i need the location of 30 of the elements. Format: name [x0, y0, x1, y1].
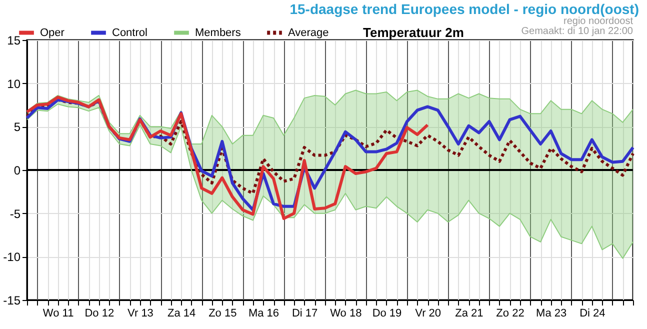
- chart-title: 15-daagse trend Europees model - regio noord(oost): [290, 1, 639, 17]
- y-tick-label: -15: [3, 294, 21, 308]
- x-tick-label: Zo 15: [208, 308, 237, 320]
- text: Gemaakt: di 10 jan 22:00: [521, 26, 633, 37]
- x-tick-label: Ma 16: [248, 308, 280, 320]
- y-tick-label: 5: [14, 120, 21, 134]
- chart-subtitle: Temperatuur 2m: [363, 25, 464, 40]
- x-tick-label: Wo 18: [330, 308, 362, 320]
- y-tick-label: -5: [10, 206, 21, 221]
- x-tick-label: Di 17: [292, 308, 318, 320]
- x-tick-label: Vr 20: [415, 308, 442, 320]
- x-tick-label: Wo 11: [42, 308, 74, 320]
- x-tick-label: Do 12: [84, 308, 114, 320]
- y-tick-label: -10: [3, 250, 21, 264]
- x-tick-label: Za 14: [167, 308, 196, 320]
- line-series: [26, 96, 430, 220]
- x-tick-label: Ma 23: [536, 308, 567, 320]
- y-tick-label: 15: [7, 34, 21, 48]
- legend-label: Members: [195, 26, 242, 39]
- legend-label: Average: [288, 26, 329, 39]
- x-tick-label: Vr 13: [128, 308, 154, 320]
- legend-label: Control: [112, 26, 148, 39]
- x-tick-label: Do 19: [372, 308, 402, 320]
- x-tick-label: Za 21: [455, 308, 484, 320]
- x-tick-label: Zo 22: [496, 308, 524, 320]
- x-tick-label: Di 24: [580, 308, 606, 320]
- legend-label: Oper: [40, 26, 65, 39]
- y-tick-label: 10: [7, 76, 21, 91]
- y-tick-label: 0: [14, 164, 21, 178]
- text: regio noordoost: [564, 16, 633, 27]
